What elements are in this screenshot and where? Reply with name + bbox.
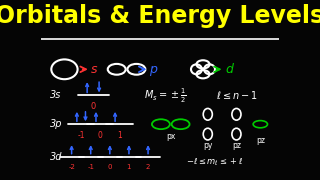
Text: $-\ell \leq m_\ell \leq +\ell$: $-\ell \leq m_\ell \leq +\ell$ — [186, 156, 244, 168]
Text: 3s: 3s — [50, 90, 61, 100]
Text: pz: pz — [232, 141, 241, 150]
Text: 2: 2 — [146, 164, 150, 170]
Text: pz: pz — [256, 136, 265, 145]
Text: -1: -1 — [87, 164, 94, 170]
Text: 1: 1 — [127, 164, 131, 170]
Text: p: p — [149, 63, 157, 76]
Text: 0: 0 — [108, 164, 112, 170]
Text: 3p: 3p — [50, 119, 63, 129]
Text: 3d: 3d — [50, 152, 63, 162]
Text: 1: 1 — [117, 130, 122, 140]
Text: px: px — [166, 132, 175, 141]
Text: $M_s = \pm\frac{1}{2}$: $M_s = \pm\frac{1}{2}$ — [143, 86, 186, 105]
Text: 0: 0 — [91, 102, 96, 111]
Text: -2: -2 — [68, 164, 75, 170]
Text: -1: -1 — [77, 130, 85, 140]
Text: s: s — [91, 63, 98, 76]
Text: Orbitals & Energy Levels: Orbitals & Energy Levels — [0, 4, 320, 28]
Text: $\ell \leq n-1$: $\ell \leq n-1$ — [216, 89, 257, 101]
Text: py: py — [203, 141, 212, 150]
Text: d: d — [225, 63, 233, 76]
Text: 0: 0 — [98, 130, 103, 140]
